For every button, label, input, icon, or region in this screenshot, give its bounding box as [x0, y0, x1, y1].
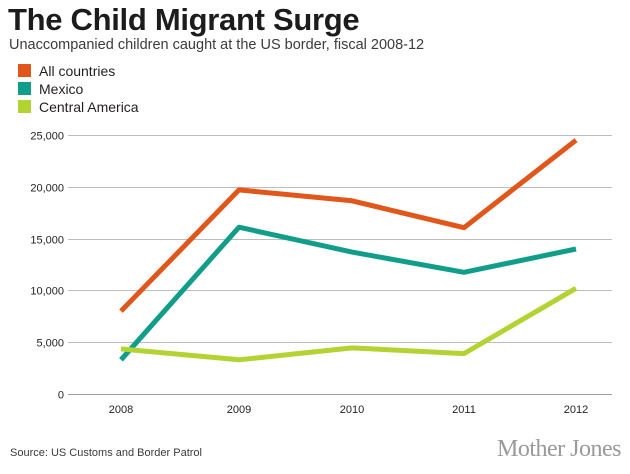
y-tick-label: 10,000 — [30, 286, 64, 298]
x-tick-label: 2011 — [452, 404, 476, 416]
y-tick-label: 25,000 — [30, 131, 64, 143]
y-tick-label: 5,000 — [36, 338, 64, 350]
legend-item-mexico: Mexico — [18, 80, 139, 97]
chart-title: The Child Migrant Surge — [8, 2, 360, 37]
source-note: Source: US Customs and Border Patrol — [10, 447, 202, 459]
brand-logo: Mother Jones — [497, 436, 621, 462]
x-tick-label: 2012 — [564, 404, 588, 416]
legend-swatch-all-countries — [18, 64, 31, 77]
y-tick-label: 0 — [58, 390, 64, 402]
y-tick-label: 20,000 — [30, 183, 64, 195]
x-tick-label: 2009 — [227, 404, 251, 416]
series-line-all-countries — [119, 138, 578, 313]
y-tick-label: 15,000 — [30, 235, 64, 247]
legend-item-central-america: Central America — [18, 98, 139, 115]
legend: All countries Mexico Central America — [18, 62, 139, 116]
x-tick-label: 2010 — [340, 404, 364, 416]
legend-swatch-mexico — [18, 82, 31, 95]
legend-label-mexico: Mexico — [39, 80, 84, 97]
legend-label-all-countries: All countries — [39, 62, 116, 79]
x-tick-label: 2008 — [109, 404, 133, 416]
legend-swatch-central-america — [18, 100, 31, 113]
series-line-central-america — [120, 286, 578, 363]
chart-subtitle: Unaccompanied children caught at the US … — [9, 37, 425, 53]
legend-item-all-countries: All countries — [18, 62, 139, 79]
legend-label-central-america: Central America — [39, 98, 139, 115]
series-line-mexico — [119, 224, 577, 362]
